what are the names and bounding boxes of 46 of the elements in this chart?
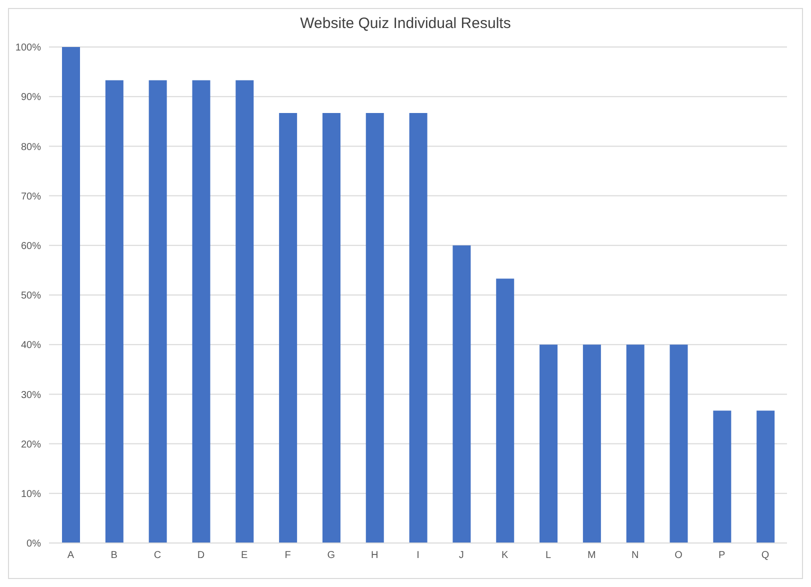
bar bbox=[756, 410, 775, 543]
bar bbox=[713, 410, 732, 543]
y-tick-label: 30% bbox=[20, 390, 42, 401]
x-tick-label: P bbox=[718, 550, 726, 562]
x-tick-label: C bbox=[154, 550, 162, 562]
y-tick-label: 50% bbox=[20, 290, 42, 302]
bar bbox=[366, 112, 384, 543]
x-tick-label: Q bbox=[761, 550, 770, 562]
x-tick-label: I bbox=[416, 550, 420, 562]
y-tick-label: 40% bbox=[20, 340, 42, 352]
bar bbox=[496, 278, 514, 543]
x-tick-label: M bbox=[587, 550, 596, 562]
y-tick-label: 60% bbox=[20, 240, 42, 252]
y-tick-label: 10% bbox=[20, 488, 42, 500]
chart-title: Website Quiz Individual Results bbox=[299, 14, 512, 34]
x-tick-label: A bbox=[67, 550, 74, 562]
x-tick-label: O bbox=[674, 550, 683, 562]
x-tick-label: J bbox=[458, 550, 464, 562]
bar bbox=[105, 80, 124, 543]
x-tick-label: F bbox=[284, 550, 291, 562]
bar bbox=[236, 80, 254, 543]
x-tick-label: G bbox=[327, 550, 336, 562]
bar bbox=[322, 112, 340, 543]
bar bbox=[670, 344, 688, 543]
bar bbox=[192, 80, 210, 543]
x-tick-label: K bbox=[501, 550, 508, 562]
y-tick-label: 90% bbox=[20, 92, 42, 104]
bar bbox=[540, 344, 558, 543]
bar bbox=[409, 112, 428, 543]
x-tick-label: L bbox=[545, 550, 552, 562]
x-tick-label: H bbox=[370, 550, 378, 562]
x-tick-label: D bbox=[197, 550, 205, 562]
y-tick-label: 20% bbox=[20, 439, 42, 450]
x-tick-label: E bbox=[241, 550, 248, 562]
x-tick-label: B bbox=[110, 550, 118, 562]
bar bbox=[582, 344, 601, 543]
bar bbox=[148, 80, 167, 543]
bar bbox=[626, 344, 644, 543]
y-tick-label: 0% bbox=[26, 538, 42, 550]
bar bbox=[62, 47, 80, 543]
x-tick-label: N bbox=[631, 550, 639, 562]
bar bbox=[279, 112, 298, 543]
bar bbox=[452, 245, 471, 543]
y-tick-label: 100% bbox=[15, 42, 42, 54]
y-tick-label: 70% bbox=[20, 191, 42, 202]
y-tick-label: 80% bbox=[20, 142, 42, 153]
